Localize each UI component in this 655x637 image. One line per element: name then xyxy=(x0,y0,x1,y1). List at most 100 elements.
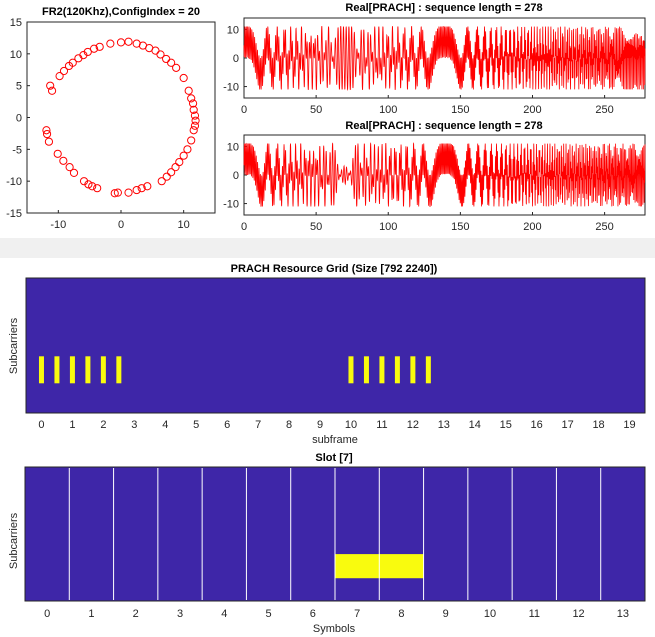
constellation-point xyxy=(184,86,193,95)
waveform-bottom-xtick-label: 250 xyxy=(595,221,613,233)
prach-occupancy-bar xyxy=(425,356,431,384)
slot-ylabel: Subcarriers xyxy=(8,512,20,569)
constellation-point xyxy=(179,73,188,83)
resource-grid-xtick-label: 11 xyxy=(376,419,387,431)
constellation-point xyxy=(46,81,55,90)
constellation-point xyxy=(83,47,92,57)
waveform-top-ytick-label: 10 xyxy=(227,24,239,36)
constellation-point xyxy=(162,172,171,181)
waveform-bottom-xtick-label: 50 xyxy=(310,221,322,233)
constellation-point xyxy=(89,44,99,53)
constellation-point xyxy=(137,184,146,193)
resource-grid-ylabel: Subcarriers xyxy=(8,317,20,374)
constellation-point xyxy=(189,126,198,135)
resource-grid-xtick-label: 7 xyxy=(255,419,261,431)
prach-occupancy-bar xyxy=(348,356,354,384)
constellation-point xyxy=(187,136,196,145)
constellation-point xyxy=(188,99,198,108)
waveform-top-xtick-label: 250 xyxy=(595,104,613,116)
prach-occupancy-bar xyxy=(85,356,91,384)
resource-grid-xtick-label: 15 xyxy=(500,419,512,431)
constellation-point xyxy=(190,121,200,130)
slot-occupied-symbol xyxy=(379,554,424,579)
resource-grid-image xyxy=(25,277,646,414)
waveform-plot-bottom: Real[PRACH] : sequence length = 278 100-… xyxy=(223,120,646,233)
resource-grid-xtick-label: 14 xyxy=(469,419,481,431)
constellation-plot: FR2(120Khz),ConfigIndex = 20 15 10 5 0 -5 -10… xyxy=(6,6,216,231)
constellation-point xyxy=(106,39,115,48)
resource-grid-xtick-label: 13 xyxy=(438,419,450,431)
resource-grid-xtick-label: 6 xyxy=(224,419,230,431)
constellation-ytick-label: -5 xyxy=(12,144,22,156)
waveform-top-xtick-label: 200 xyxy=(523,104,541,116)
slot-plot: Slot [7] 0 1 2 3 4 5 6 7 8 9 10 11 12 13 Symbols Subc… xyxy=(8,452,646,635)
resource-grid-xlabel: subframe xyxy=(312,434,358,446)
prach-occupancy-bar xyxy=(116,356,122,384)
prach-occupancy-bar xyxy=(394,356,400,384)
waveform-top-ytick-label: -10 xyxy=(223,82,239,94)
slot-xtick-label: 7 xyxy=(354,608,360,620)
constellation-point xyxy=(93,184,102,193)
slot-xtick-label: 12 xyxy=(572,608,584,620)
prach-occupancy-bar xyxy=(379,356,385,384)
resource-grid-xtick-label: 10 xyxy=(345,419,357,431)
constellation-title: FR2(120Khz),ConfigIndex = 20 xyxy=(42,6,200,18)
prach-occupancy-bar xyxy=(100,356,106,384)
waveform-top-xtick-label: 50 xyxy=(310,104,322,116)
resource-grid-xtick-label: 12 xyxy=(407,419,419,431)
resource-grid-xtick-label: 16 xyxy=(531,419,543,431)
constellation-point xyxy=(187,94,196,103)
slot-xtick-label: 10 xyxy=(484,608,496,620)
constellation-point xyxy=(132,185,141,195)
slot-xtick-label: 9 xyxy=(443,608,449,620)
constellation-point xyxy=(171,163,180,172)
constellation-xtick-label: -10 xyxy=(50,219,66,231)
waveform-bottom-xtick-label: 150 xyxy=(451,221,469,233)
constellation-ytick-label: 0 xyxy=(16,113,22,125)
waveform-top-xtick-label: 150 xyxy=(451,104,469,116)
constellation-point xyxy=(110,189,119,198)
constellation-point xyxy=(124,37,133,46)
constellation-axes xyxy=(26,21,216,214)
waveform-bottom-xtick-label: 100 xyxy=(379,221,397,233)
resource-grid-xtick-label: 0 xyxy=(38,419,44,431)
waveform-bottom-xtick-label: 0 xyxy=(241,221,247,233)
waveform-bottom-xtick-label: 200 xyxy=(523,221,541,233)
constellation-point xyxy=(189,105,198,114)
constellation-point xyxy=(42,126,51,135)
constellation-point xyxy=(156,50,165,59)
waveform-top-title: Real[PRACH] : sequence length = 278 xyxy=(345,2,542,14)
constellation-point xyxy=(65,163,74,172)
constellation-xtick-label: 10 xyxy=(178,219,190,231)
constellation-point xyxy=(143,182,152,191)
slot-xtick-label: 4 xyxy=(221,608,227,620)
waveform-bottom-line xyxy=(243,142,646,208)
constellation-point xyxy=(190,111,200,120)
constellation-point xyxy=(172,63,181,72)
prach-occupancy-bar xyxy=(54,356,60,384)
constellation-point xyxy=(88,182,97,191)
slot-xtick-label: 1 xyxy=(88,608,94,620)
constellation-point xyxy=(55,72,64,81)
constellation-point xyxy=(183,145,192,154)
constellation-ytick-label: 10 xyxy=(10,49,22,61)
resource-grid-xtick-label: 1 xyxy=(69,419,75,431)
constellation-point xyxy=(79,177,89,186)
constellation-ytick-label: -10 xyxy=(6,176,22,188)
waveform-bottom-ytick-label: -10 xyxy=(223,199,239,211)
constellation-point xyxy=(167,58,176,67)
slot-xtick-label: 5 xyxy=(266,608,272,620)
constellation-point xyxy=(95,42,104,51)
resource-grid-xtick-label: 3 xyxy=(131,419,137,431)
resource-grid-xtick-label: 17 xyxy=(562,419,574,431)
constellation-point xyxy=(59,66,69,76)
slot-xtick-label: 8 xyxy=(398,608,404,620)
constellation-point xyxy=(113,188,122,197)
slot-xtick-label: 13 xyxy=(617,608,629,620)
waveform-bottom-ytick-label: 0 xyxy=(233,170,239,182)
constellation-point xyxy=(59,156,68,165)
prach-occupancy-bar xyxy=(38,356,44,384)
resource-grid-xtick-label: 9 xyxy=(317,419,323,431)
slot-xtick-label: 0 xyxy=(44,608,50,620)
